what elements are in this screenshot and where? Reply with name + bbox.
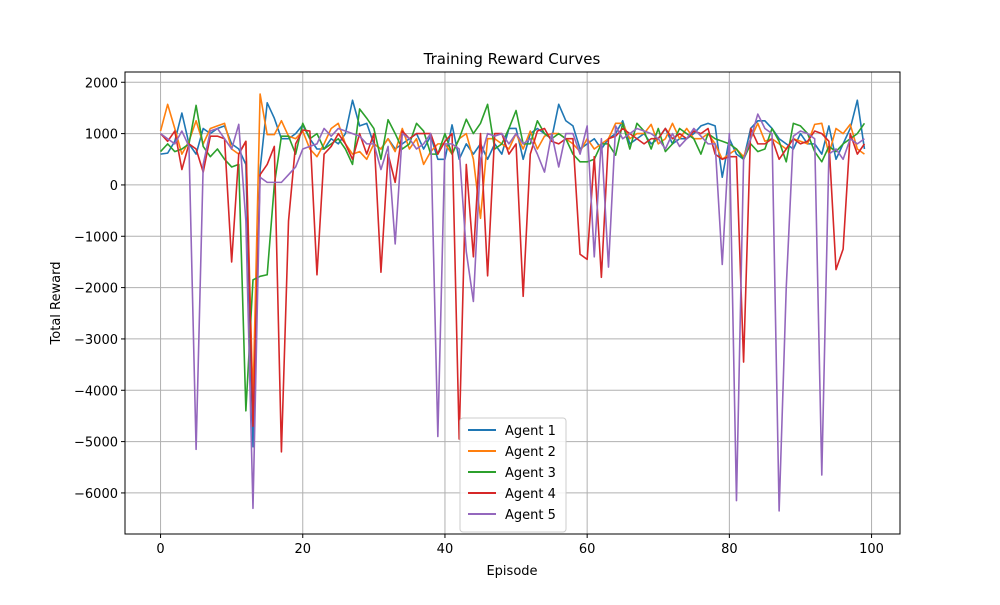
x-tick-label: 100 (859, 542, 884, 557)
x-tick-label: 60 (579, 542, 596, 557)
legend-label-agent-3: Agent 3 (505, 466, 556, 481)
legend: Agent 1 Agent 2 Agent 3 Agent 4 Agent 5 (459, 417, 567, 533)
y-axis-label: Total Reward (49, 262, 64, 346)
legend-label-agent-1: Agent 1 (505, 424, 556, 439)
legend-box (459, 417, 567, 533)
legend-label-agent-5: Agent 5 (505, 508, 556, 523)
y-tick-label: −5000 (74, 436, 118, 451)
legend-label-agent-2: Agent 2 (505, 445, 556, 460)
y-tick-label: 0 (110, 179, 118, 194)
x-tick-label: 0 (156, 542, 164, 557)
y-tick-label: −4000 (74, 384, 118, 399)
y-tick-label: 2000 (85, 76, 118, 91)
series-line-agent-4 (159, 127, 866, 453)
y-tick-label: 1000 (85, 128, 118, 143)
chart-title: Training Reward Curves (423, 50, 601, 68)
series-lines (159, 93, 866, 512)
plot-frame (124, 71, 901, 535)
series-line-agent-3 (159, 103, 866, 412)
x-axis-label: Episode (486, 564, 537, 579)
legend-label-agent-4: Agent 4 (505, 487, 556, 502)
x-tick-label: 80 (721, 542, 738, 557)
series-line-agent-5 (160, 113, 865, 512)
axis-ticks: 0 20 40 60 80 100 −6000 −5000 −4000 −3000 −2000 −10… (74, 76, 884, 557)
y-tick-label: −2000 (74, 282, 118, 297)
x-tick-label: 20 (294, 542, 311, 557)
x-tick-label: 40 (437, 542, 454, 557)
y-tick-label: −3000 (74, 333, 118, 348)
y-tick-label: −6000 (74, 487, 118, 502)
y-tick-label: −1000 (74, 230, 118, 245)
